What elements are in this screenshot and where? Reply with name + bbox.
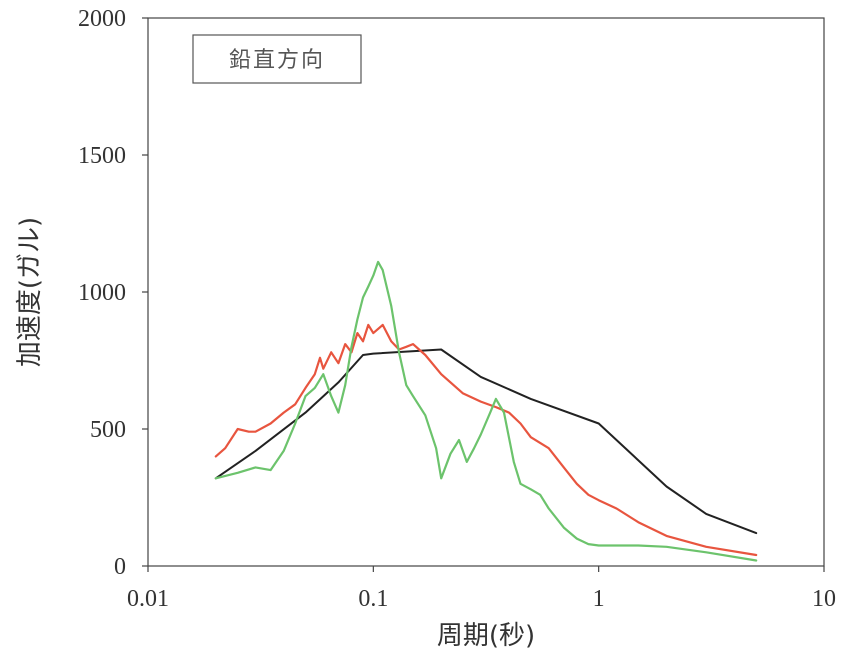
x-tick-label: 1 <box>593 586 605 612</box>
x-tick-label: 0.01 <box>127 586 169 612</box>
y-axis-label: 加速度(ガル) <box>15 217 45 367</box>
y-tick-label: 2000 <box>78 6 126 32</box>
x-tick-label: 10 <box>812 586 836 612</box>
series-line-3 <box>214 260 758 562</box>
x-axis-label: 周期(秒) <box>437 621 535 651</box>
y-tick-label: 500 <box>90 417 126 443</box>
series-line-1 <box>214 348 758 535</box>
plot-frame <box>147 17 825 567</box>
legend-label: 鉛直方向 <box>229 48 325 73</box>
tick-labels: 0.01 0.1 1 10 0 500 1000 1500 2000 <box>78 6 836 612</box>
y-tick-label: 1000 <box>78 280 126 306</box>
y-tick-label: 0 <box>114 554 126 580</box>
series-layer <box>214 260 758 562</box>
axis-ticks <box>142 17 825 572</box>
y-tick-label: 1500 <box>78 143 126 169</box>
legend-box <box>192 34 362 84</box>
x-tick-label: 0.1 <box>358 586 388 612</box>
series-line-2 <box>214 323 758 557</box>
